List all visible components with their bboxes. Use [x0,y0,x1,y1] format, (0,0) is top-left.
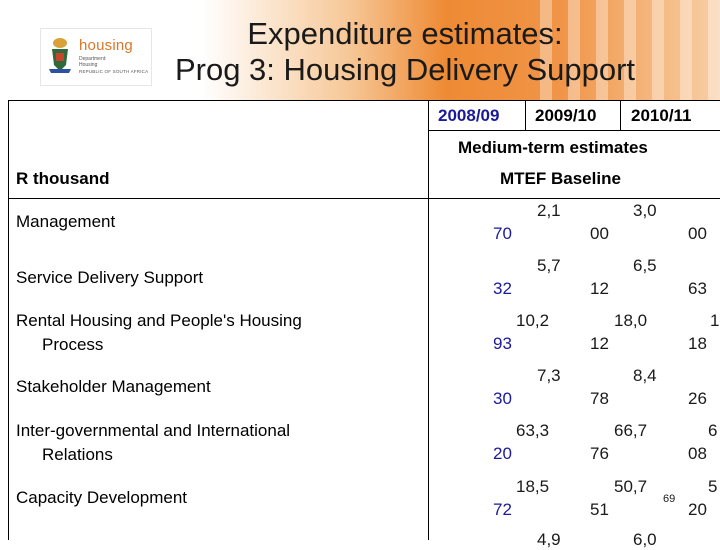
column-divider [428,100,429,540]
cell-r5-c2-bottom: 51 [590,500,609,519]
logo-subtitle-line2: Housing [79,62,98,68]
page-number: 69 [663,493,676,505]
row-label-text: Service Delivery Support [16,268,204,287]
year-header-1: 2008/09 [438,106,500,125]
sub-header: MTEF Baseline [500,169,621,188]
row-label-text-cont: Relations [42,445,113,464]
cell-r6-c1-top: 4,9 [537,530,561,549]
cell-r3-c2-top: 8,4 [633,366,657,385]
year-divider-1 [525,100,526,130]
slide-title-line2: Prog 3: Housing Delivery Support [174,52,636,87]
year-header-3: 2010/11 [631,106,692,125]
cell-r0-c1-bottom: 70 [493,224,512,243]
group-header: Medium-term estimates [458,138,648,157]
banner-stripes [540,0,720,100]
coat-of-arms-icon [49,38,71,73]
cell-r2-c2-bottom: 12 [590,334,609,353]
row-label-service-delivery: Service Delivery Support [16,266,203,290]
cell-r2-c1-top: 10,2 [516,311,550,330]
cell-r2-c3-top: 1 [710,311,720,330]
cell-r3-c2-bottom: 78 [590,389,609,408]
cell-r4-c2-top: 66,7 [614,421,648,440]
cell-r5-c1-bottom: 72 [493,500,512,519]
cell-r3-c3-bottom: 26 [688,389,707,408]
cell-r4-c3-top: 6 [708,421,718,440]
cell-r5-c1-top: 18,5 [516,477,550,496]
cell-r4-c1-top: 63,3 [516,421,550,440]
cell-r1-c2-top: 6,5 [633,256,657,275]
cell-r3-c1-top: 7,3 [537,366,561,385]
cell-r1-c1-bottom: 32 [493,279,512,298]
department-logo: housing Department: Housing REPUBLIC OF … [40,28,152,86]
row-label-management: Management [16,210,115,234]
cell-r5-c2-top: 50,7 [614,477,648,496]
cell-r1-c1-top: 5,7 [537,256,561,275]
row-label-text: Stakeholder Management [16,377,211,396]
slide-title-line1: Expenditure estimates: [247,16,563,51]
cell-r4-c1-bottom: 20 [493,444,512,463]
row-label-text: Management [16,212,116,231]
logo-wordmark: housing [79,37,133,54]
cell-r6-c2-top: 6,0 [633,530,657,549]
header-divider [8,198,720,199]
logo-country: REPUBLIC OF SOUTH AFRICA [79,69,149,74]
row-label-text: Inter-governmental and International [16,421,291,440]
row-header: R thousand [16,169,110,188]
cell-r2-c2-top: 18,0 [614,311,648,330]
cell-r0-c3-bottom: 00 [688,224,707,243]
row-label-text: Capacity Development [16,488,188,507]
year-row-divider [428,130,720,131]
cell-r0-c1-top: 2,1 [537,201,561,220]
cell-r1-c3-bottom: 63 [688,279,707,298]
row-label-intergovernmental: Inter-governmental and International Rel… [16,419,290,467]
logo-subtitle: Department: Housing [79,56,107,68]
row-label-text: Rental Housing and People's Housing [16,311,302,330]
row-label-stakeholder: Stakeholder Management [16,375,211,399]
row-label-capacity: Capacity Development [16,486,187,510]
cell-r3-c1-bottom: 30 [493,389,512,408]
cell-r0-c2-bottom: 00 [590,224,609,243]
cell-r4-c2-bottom: 76 [590,444,609,463]
cell-r2-c3-bottom: 18 [688,334,707,353]
cell-r1-c2-bottom: 12 [590,279,609,298]
logo-subtitle-line1: Department: [79,56,107,62]
cell-r0-c2-top: 3,0 [633,201,657,220]
row-label-text-cont: Process [42,335,104,354]
row-label-rental-housing: Rental Housing and People's Housing Proc… [16,309,302,357]
table-frame [8,100,720,540]
year-divider-2 [620,100,621,130]
cell-r2-c1-bottom: 93 [493,334,512,353]
cell-r5-c3-top: 5 [708,477,718,496]
cell-r4-c3-bottom: 08 [688,444,707,463]
cell-r5-c3-bottom: 20 [688,500,707,519]
year-header-2: 2009/10 [535,106,597,125]
